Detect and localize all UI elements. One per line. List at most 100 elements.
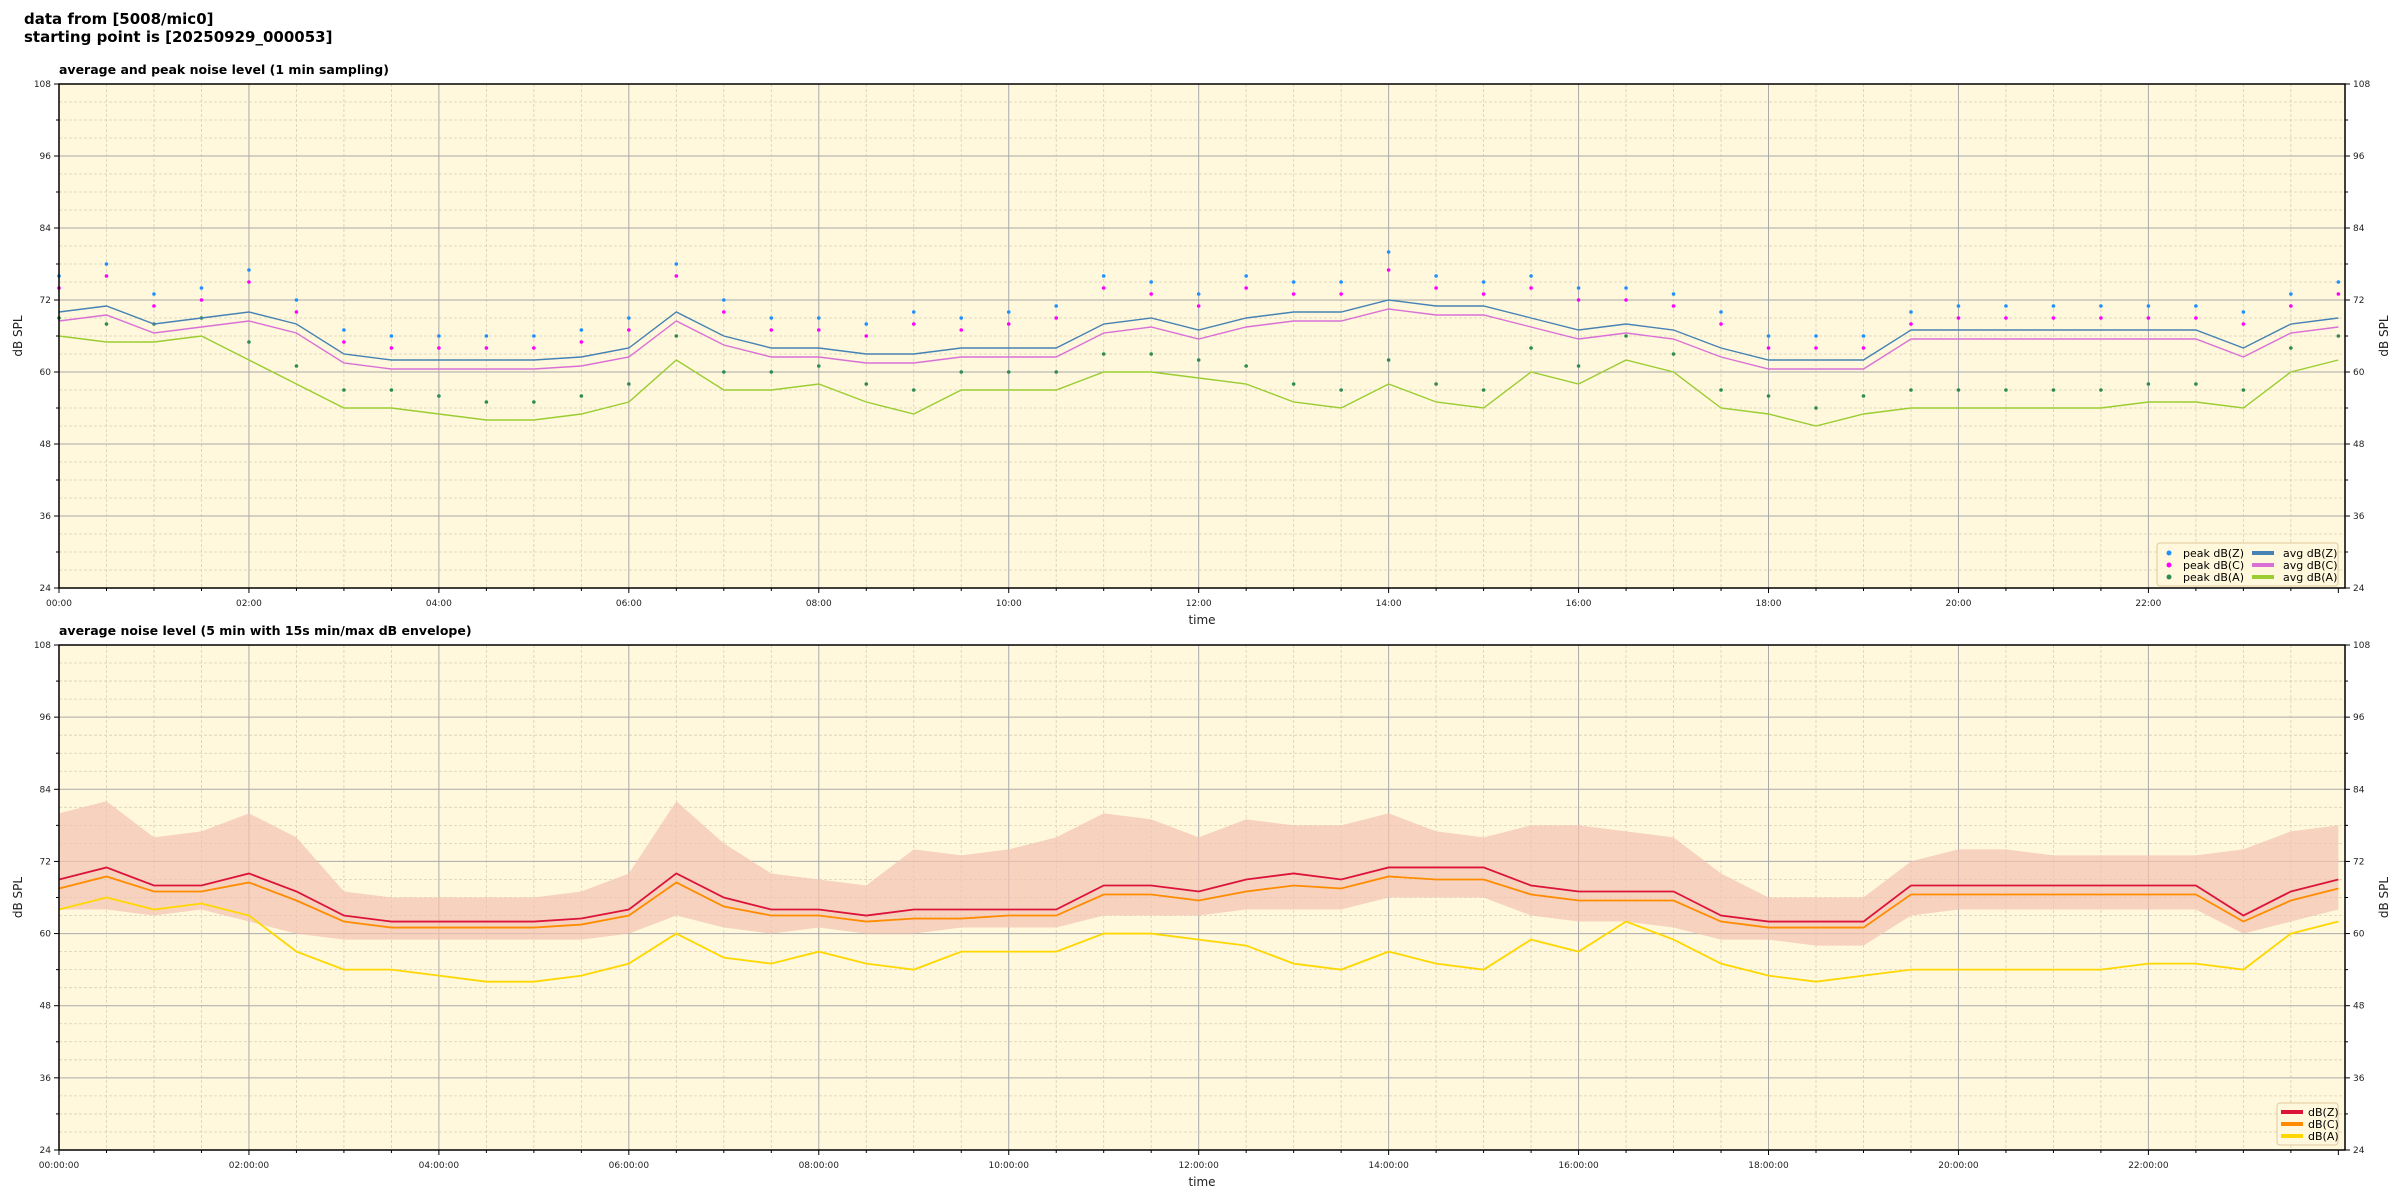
peak-point [1006, 322, 1011, 326]
peak-point [1101, 352, 1106, 356]
peak-point [1244, 286, 1248, 290]
y-tick-label-right: 60 [2353, 368, 2365, 378]
peak-point [674, 274, 679, 278]
y-axis-label: dB SPL [11, 315, 25, 357]
peak-point [104, 322, 109, 326]
peak-point [1386, 268, 1391, 272]
peak-point [769, 370, 774, 374]
y-tick-label: 36 [40, 512, 52, 522]
peak-point [2051, 304, 2056, 308]
legend-label: avg dB(A) [2283, 571, 2337, 584]
peak-point [247, 340, 251, 344]
x-tick-label: 12:00 [1186, 599, 1212, 609]
peak-point [2194, 382, 2198, 386]
peak-point [1481, 388, 1486, 392]
legend-label: dB(A) [2308, 1130, 2339, 1143]
peak-point [532, 346, 536, 350]
legend: dB(Z)dB(C)dB(A) [2276, 1102, 2339, 1146]
peak-point [2289, 346, 2293, 350]
peak-point [1861, 394, 1866, 398]
peak-point [2051, 388, 2056, 392]
legend: peak dB(Z)peak dB(C)peak dB(A)avg dB(Z)a… [2156, 542, 2339, 587]
peak-point [722, 370, 726, 374]
peak-point [1386, 250, 1391, 254]
y-tick-label-right: 48 [2353, 440, 2365, 450]
peak-point [816, 316, 821, 320]
peak-point [2336, 280, 2341, 284]
peak-point [1054, 316, 1059, 320]
peak-point [1624, 286, 1628, 290]
peak-point [1529, 286, 1533, 290]
peak-point [484, 400, 489, 404]
peak-point [1244, 274, 1248, 278]
peak-point [199, 286, 204, 290]
peak-point [2241, 310, 2246, 314]
peak-point [1386, 358, 1391, 362]
y-tick-label: 96 [40, 713, 52, 723]
legend-label: avg dB(C) [2283, 559, 2338, 572]
peak-point [674, 334, 679, 338]
series-line [58, 896, 2339, 983]
peak-point [1576, 298, 1581, 302]
peak-point [1529, 274, 1533, 278]
peak-point [1766, 346, 1771, 350]
peak-point [294, 364, 299, 368]
peak-point [674, 262, 679, 266]
peak-point [1149, 280, 1153, 284]
x-tick-label: 18:00 [1756, 599, 1782, 609]
peak-point [1339, 388, 1343, 392]
x-tick-label: 02:00:00 [229, 1161, 270, 1171]
peak-point [769, 316, 774, 320]
peak-point [816, 328, 821, 332]
peak-point [1909, 388, 1913, 392]
legend-label: peak dB(A) [2183, 571, 2244, 584]
legend-label: peak dB(Z) [2183, 547, 2244, 560]
x-tick-label: 16:00 [1566, 599, 1592, 609]
peak-point [579, 328, 584, 332]
header-source: data from [5008/mic0] [24, 10, 214, 28]
y-tick-label: 24 [40, 1146, 52, 1156]
peak-point [1956, 316, 1961, 320]
peak-point [911, 322, 916, 326]
y-tick-label: 48 [40, 1002, 52, 1012]
peak-point [2336, 334, 2341, 338]
y-tick-label: 96 [40, 152, 52, 162]
peak-point [2289, 292, 2293, 296]
peak-point [1956, 304, 1961, 308]
y-tick-label-right: 60 [2353, 930, 2365, 940]
plot-title: average noise level (5 min with 15s min/… [59, 623, 472, 638]
x-tick-label: 22:00 [2135, 599, 2161, 609]
peak-point [959, 316, 964, 320]
peak-point [2004, 388, 2008, 392]
peak-point [2099, 304, 2103, 308]
peak-point [1196, 292, 1201, 296]
x-tick-label: 18:00:00 [1748, 1161, 1789, 1171]
series-line [58, 335, 2339, 427]
y-tick-label-right: 108 [2353, 641, 2370, 651]
peak-point [1766, 394, 1771, 398]
legend-marker [2166, 550, 2172, 556]
y-tick-label: 24 [40, 584, 52, 594]
peak-point [1814, 346, 1818, 350]
peak-point [769, 328, 774, 332]
peak-point [199, 298, 204, 302]
peak-point [247, 280, 251, 284]
peak-point [1719, 322, 1723, 326]
peak-point [1149, 292, 1153, 296]
peak-point [2194, 304, 2198, 308]
peak-point [1909, 322, 1913, 326]
peak-point [1149, 352, 1153, 356]
y-tick-label: 48 [40, 440, 52, 450]
peak-point [1481, 292, 1486, 296]
peak-point [1624, 298, 1628, 302]
peak-point [2241, 322, 2246, 326]
peak-point [389, 346, 394, 350]
peak-point [1624, 334, 1628, 338]
y-axis-label-right: dB SPL [2377, 877, 2391, 919]
peak-point [1244, 364, 1248, 368]
peak-point [2336, 292, 2341, 296]
chart-header: data from [5008/mic0] starting point is … [24, 10, 332, 46]
x-tick-label: 08:00:00 [799, 1161, 840, 1171]
y-tick-label: 84 [40, 224, 52, 234]
legend-marker [2166, 574, 2172, 580]
